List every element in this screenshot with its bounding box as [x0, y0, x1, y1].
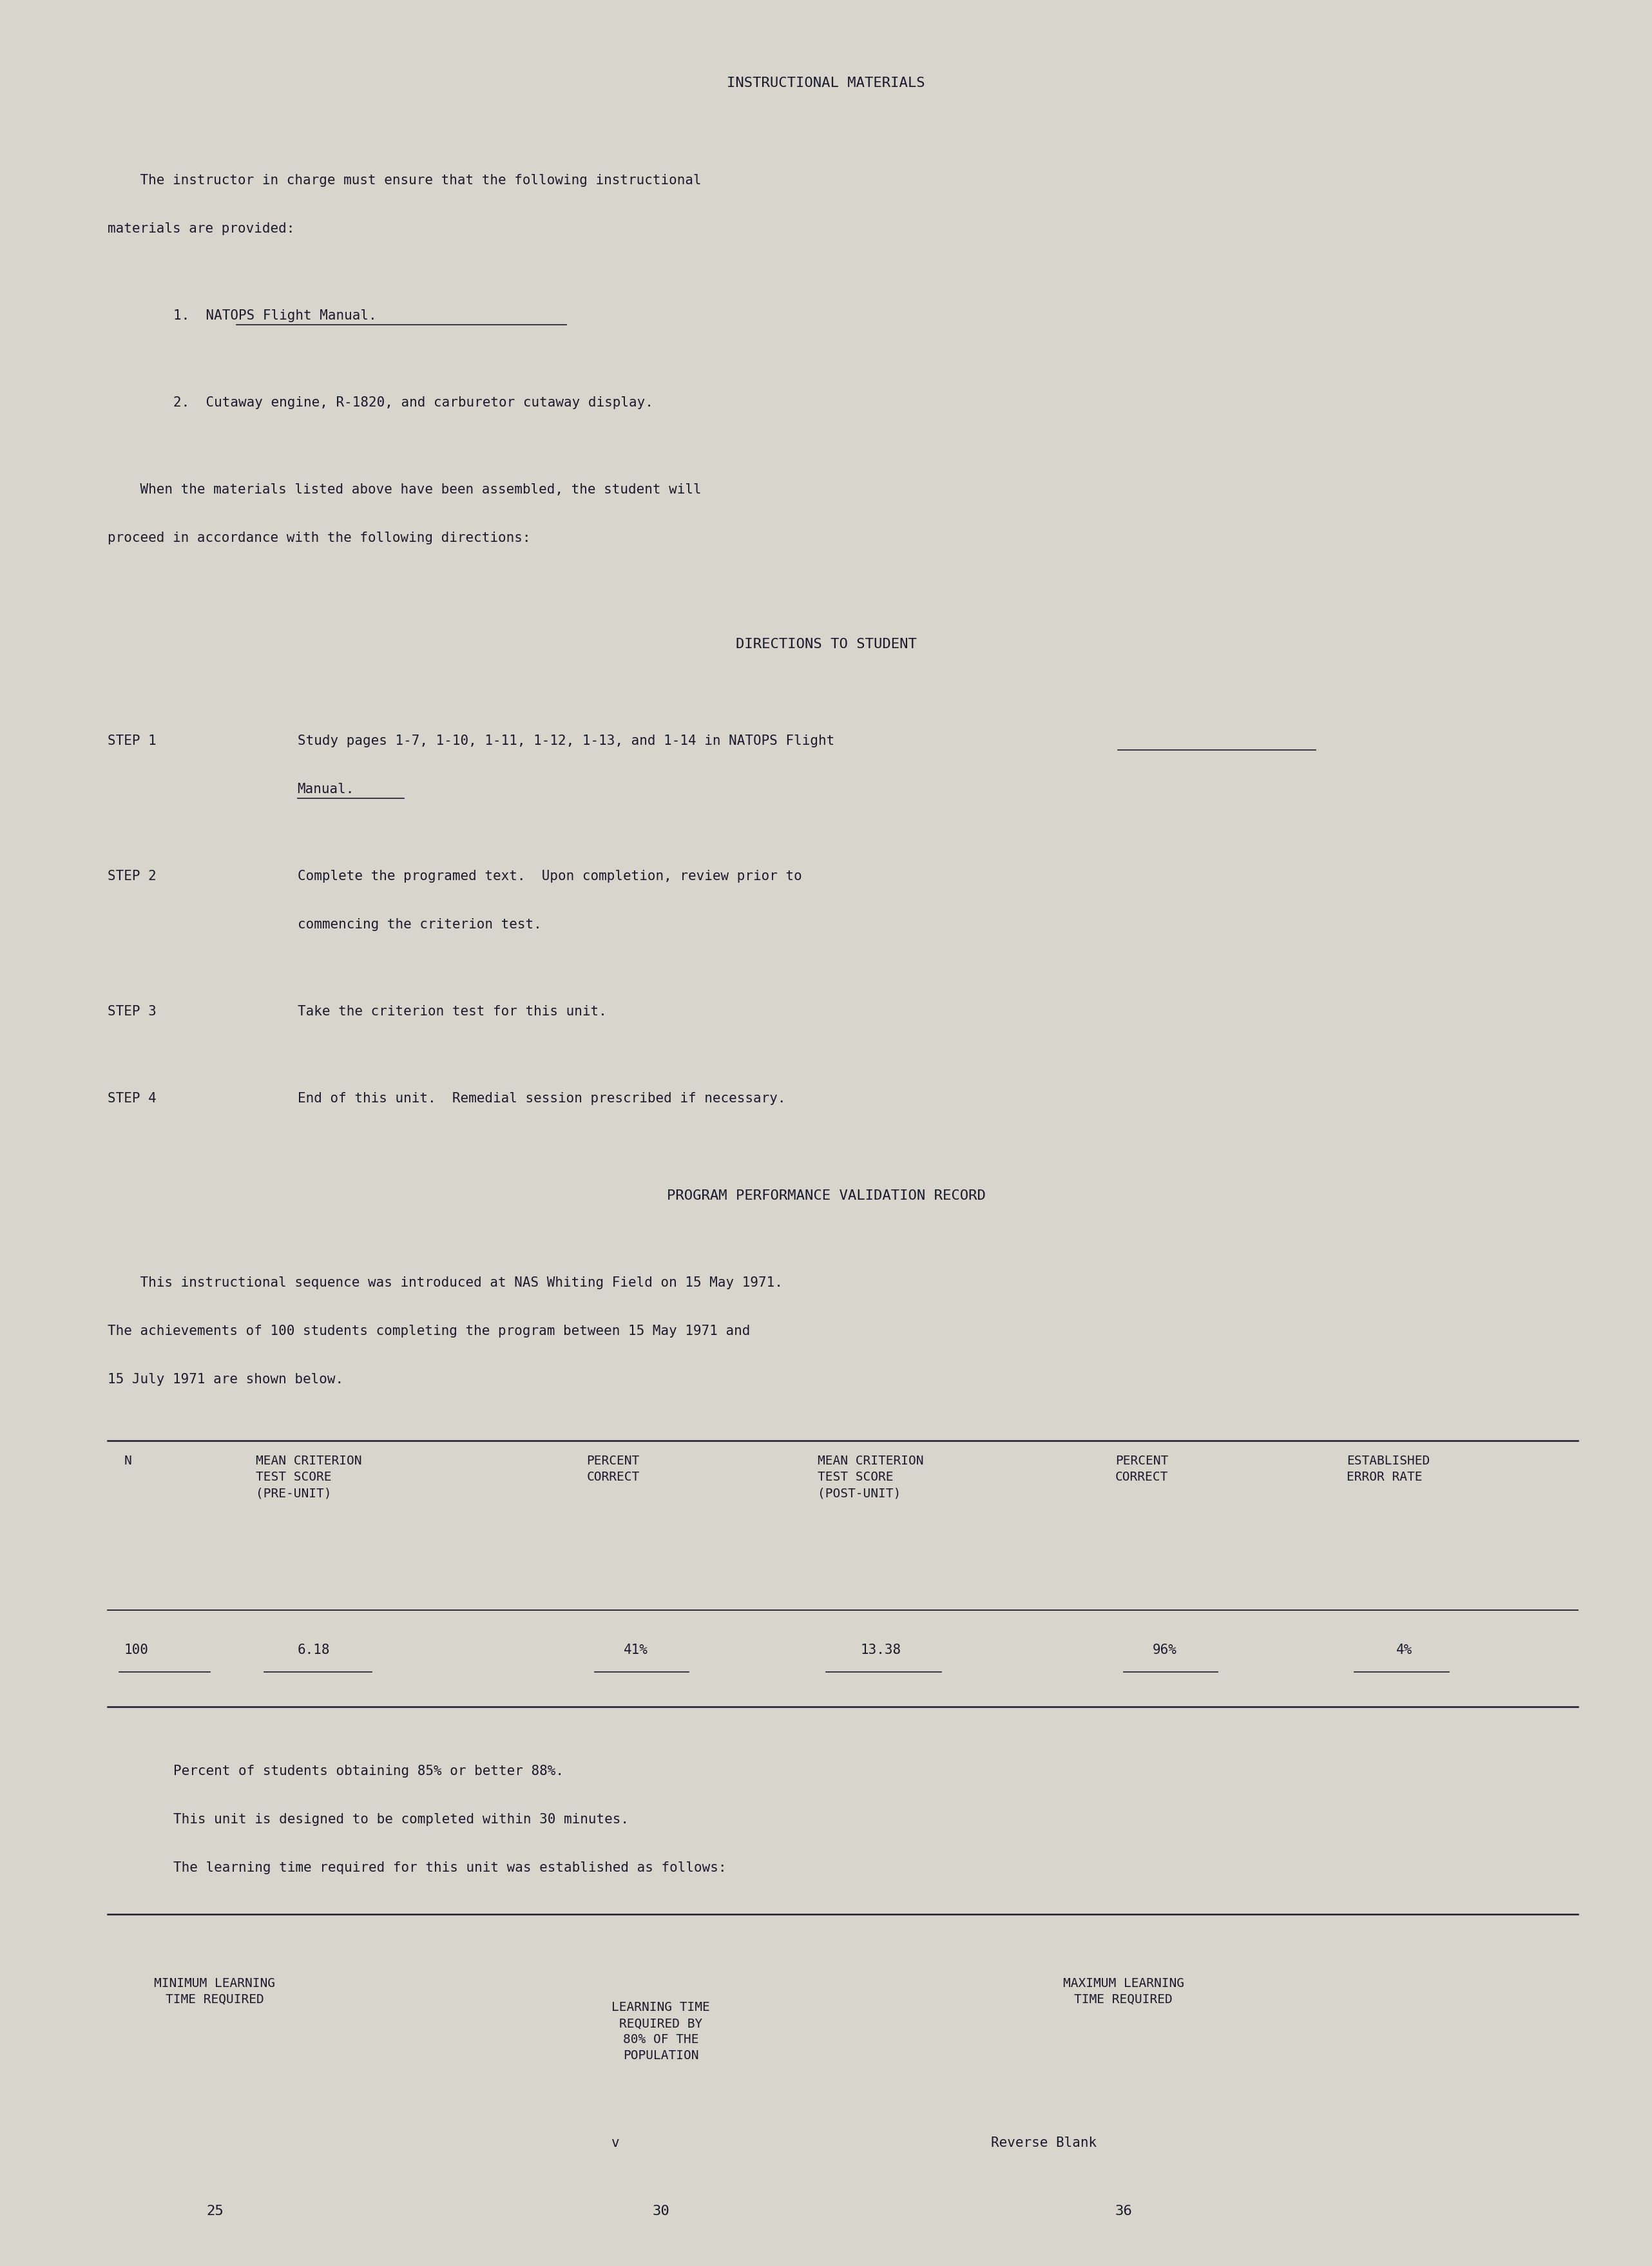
Text: MEAN CRITERION
TEST SCORE
(POST-UNIT): MEAN CRITERION TEST SCORE (POST-UNIT) — [818, 1455, 923, 1500]
Text: LEARNING TIME
REQUIRED BY
80% OF THE
POPULATION: LEARNING TIME REQUIRED BY 80% OF THE POP… — [611, 2001, 710, 2062]
Text: 25: 25 — [206, 2205, 223, 2218]
Text: MINIMUM LEARNING
TIME REQUIRED: MINIMUM LEARNING TIME REQUIRED — [154, 1978, 276, 2005]
Text: STEP 4: STEP 4 — [107, 1092, 157, 1106]
Text: 96%: 96% — [1153, 1643, 1176, 1656]
Text: MAXIMUM LEARNING
TIME REQUIRED: MAXIMUM LEARNING TIME REQUIRED — [1062, 1978, 1184, 2005]
Text: ESTABLISHED
ERROR RATE: ESTABLISHED ERROR RATE — [1346, 1455, 1429, 1484]
Text: The instructor in charge must ensure that the following instructional: The instructor in charge must ensure tha… — [107, 174, 700, 186]
Text: The achievements of 100 students completing the program between 15 May 1971 and: The achievements of 100 students complet… — [107, 1326, 750, 1337]
Text: proceed in accordance with the following directions:: proceed in accordance with the following… — [107, 533, 530, 544]
Text: INSTRUCTIONAL MATERIALS: INSTRUCTIONAL MATERIALS — [727, 77, 925, 91]
Text: 6.18: 6.18 — [297, 1643, 330, 1656]
Text: The learning time required for this unit was established as follows:: The learning time required for this unit… — [173, 1860, 727, 1874]
Text: This unit is designed to be completed within 30 minutes.: This unit is designed to be completed wi… — [173, 1813, 629, 1826]
Text: Reverse Blank: Reverse Blank — [991, 2137, 1097, 2150]
Text: Take the criterion test for this unit.: Take the criterion test for this unit. — [297, 1006, 606, 1017]
Text: DIRECTIONS TO STUDENT: DIRECTIONS TO STUDENT — [735, 637, 917, 650]
Text: 36: 36 — [1115, 2205, 1132, 2218]
Text: This instructional sequence was introduced at NAS Whiting Field on 15 May 1971.: This instructional sequence was introduc… — [107, 1276, 783, 1289]
Text: PERCENT
CORRECT: PERCENT CORRECT — [1115, 1455, 1168, 1484]
Text: STEP 2: STEP 2 — [107, 870, 157, 884]
Text: Study pages 1-7, 1-10, 1-11, 1-12, 1-13, and 1-14 in NATOPS Flight: Study pages 1-7, 1-10, 1-11, 1-12, 1-13,… — [297, 734, 834, 748]
Text: 4%: 4% — [1396, 1643, 1412, 1656]
Text: 41%: 41% — [624, 1643, 648, 1656]
Text: 13.38: 13.38 — [861, 1643, 900, 1656]
Text: PROGRAM PERFORMANCE VALIDATION RECORD: PROGRAM PERFORMANCE VALIDATION RECORD — [666, 1190, 986, 1201]
Text: PERCENT
CORRECT: PERCENT CORRECT — [586, 1455, 639, 1484]
Text: commencing the criterion test.: commencing the criterion test. — [297, 918, 542, 931]
Text: v: v — [611, 2137, 620, 2150]
Text: 2.  Cutaway engine, R-1820, and carburetor cutaway display.: 2. Cutaway engine, R-1820, and carbureto… — [173, 397, 654, 408]
Text: 15 July 1971 are shown below.: 15 July 1971 are shown below. — [107, 1373, 344, 1387]
Text: Complete the programed text.  Upon completion, review prior to: Complete the programed text. Upon comple… — [297, 870, 801, 884]
Text: 1.  NATOPS Flight Manual.: 1. NATOPS Flight Manual. — [173, 308, 377, 322]
Text: materials are provided:: materials are provided: — [107, 222, 294, 236]
Text: N: N — [124, 1455, 132, 1468]
Text: Manual.: Manual. — [297, 784, 354, 795]
Text: 100: 100 — [124, 1643, 149, 1656]
Text: MEAN CRITERION
TEST SCORE
(PRE-UNIT): MEAN CRITERION TEST SCORE (PRE-UNIT) — [256, 1455, 362, 1500]
Text: STEP 1: STEP 1 — [107, 734, 157, 748]
Text: 30: 30 — [653, 2205, 669, 2218]
Text: End of this unit.  Remedial session prescribed if necessary.: End of this unit. Remedial session presc… — [297, 1092, 785, 1106]
Text: When the materials listed above have been assembled, the student will: When the materials listed above have bee… — [107, 483, 700, 496]
Text: STEP 3: STEP 3 — [107, 1006, 157, 1017]
Text: Percent of students obtaining 85% or better 88%.: Percent of students obtaining 85% or bet… — [173, 1765, 563, 1777]
